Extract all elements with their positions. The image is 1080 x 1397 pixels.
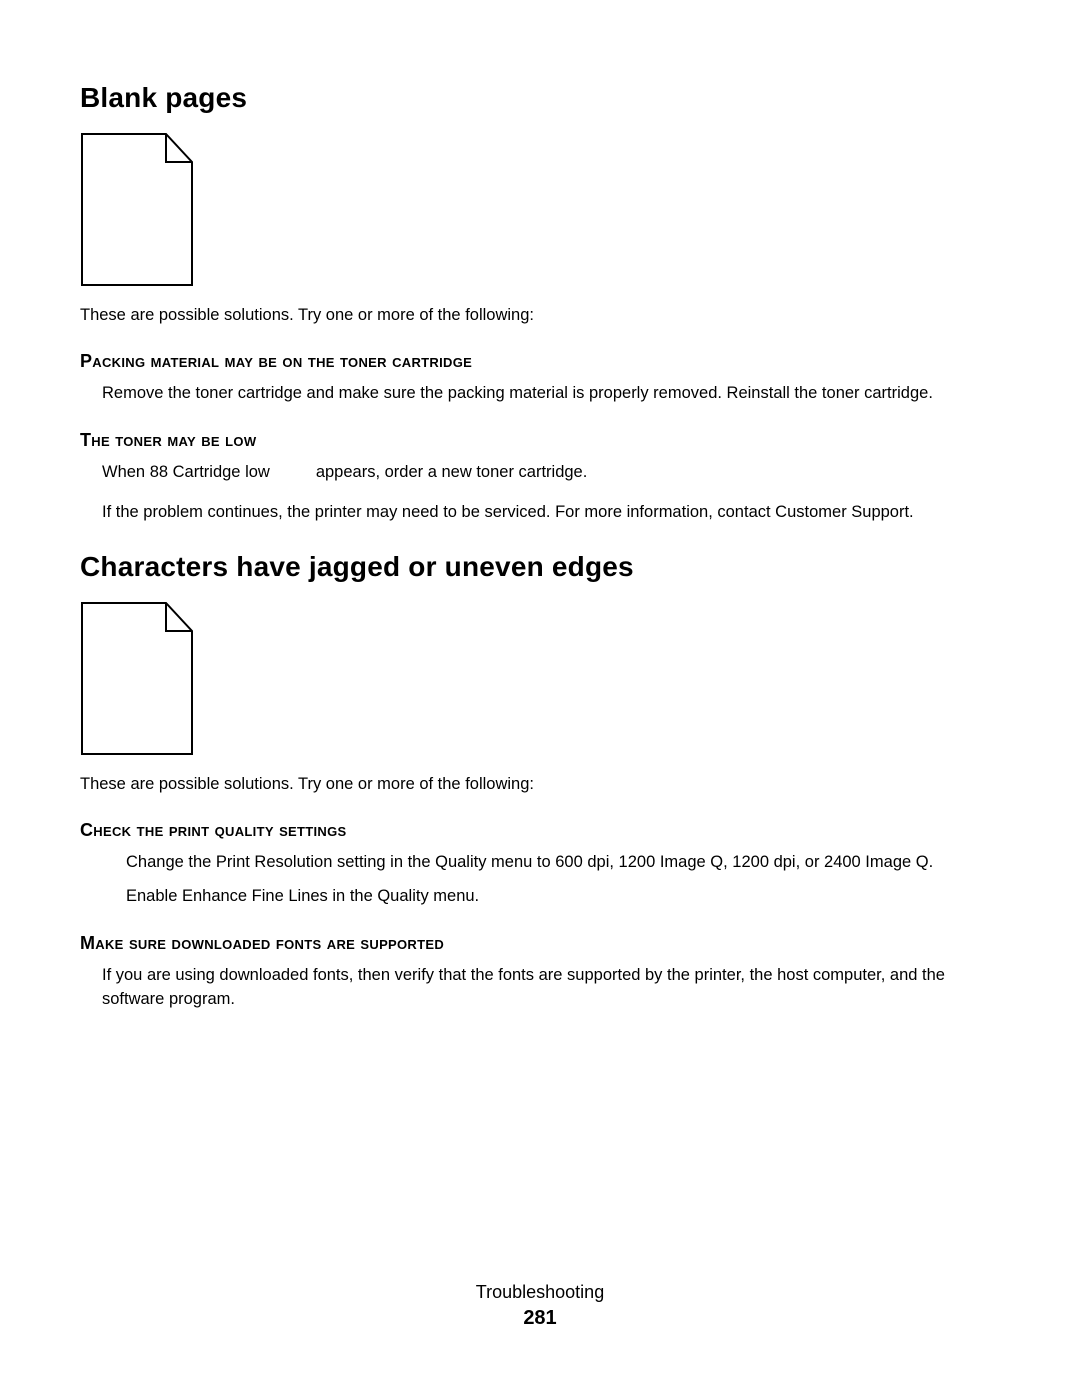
body-toner-low-line2: If the problem continues, the printer ma… [102, 501, 1009, 525]
intro-text-2: These are possible solutions. Try one or… [80, 775, 1009, 794]
subhead-packing-material: Packing material may be on the toner car… [80, 351, 1009, 372]
body-packing-material: Remove the toner cartridge and make sure… [102, 382, 1009, 406]
body-print-quality-2: Enable Enhance Fine Lines in the Quality… [126, 885, 1009, 909]
footer-page-number: 281 [0, 1307, 1080, 1330]
section-heading-blank-pages: Blank pages [80, 82, 1009, 114]
text-frag-2: appears, order a new toner cartridge. [316, 463, 588, 481]
footer-section-label: Troubleshooting [0, 1282, 1080, 1303]
subhead-fonts-supported: Make sure downloaded fonts are supported [80, 933, 1009, 954]
intro-text-1: These are possible solutions. Try one or… [80, 306, 1009, 325]
subhead-print-quality: Check the print quality settings [80, 820, 1009, 841]
document-page: Blank pages These are possible solutions… [0, 0, 1080, 1011]
page-footer: Troubleshooting 281 [0, 1282, 1080, 1330]
text-cartridge-low: 88 Cartridge low [150, 463, 270, 481]
subhead-toner-low: The toner may be low [80, 430, 1009, 451]
jagged-page-icon [80, 601, 1009, 761]
blank-page-icon [80, 132, 1009, 292]
body-toner-low-line1: When 88 Cartridge low appears, order a ne… [102, 461, 1009, 485]
section-heading-jagged: Characters have jagged or uneven edges [80, 551, 1009, 583]
body-fonts-supported: If you are using downloaded fonts, then … [102, 964, 1009, 1012]
body-print-quality-1: Change the Print Resolution setting in t… [126, 851, 1009, 875]
text-frag-1: When [102, 463, 150, 481]
